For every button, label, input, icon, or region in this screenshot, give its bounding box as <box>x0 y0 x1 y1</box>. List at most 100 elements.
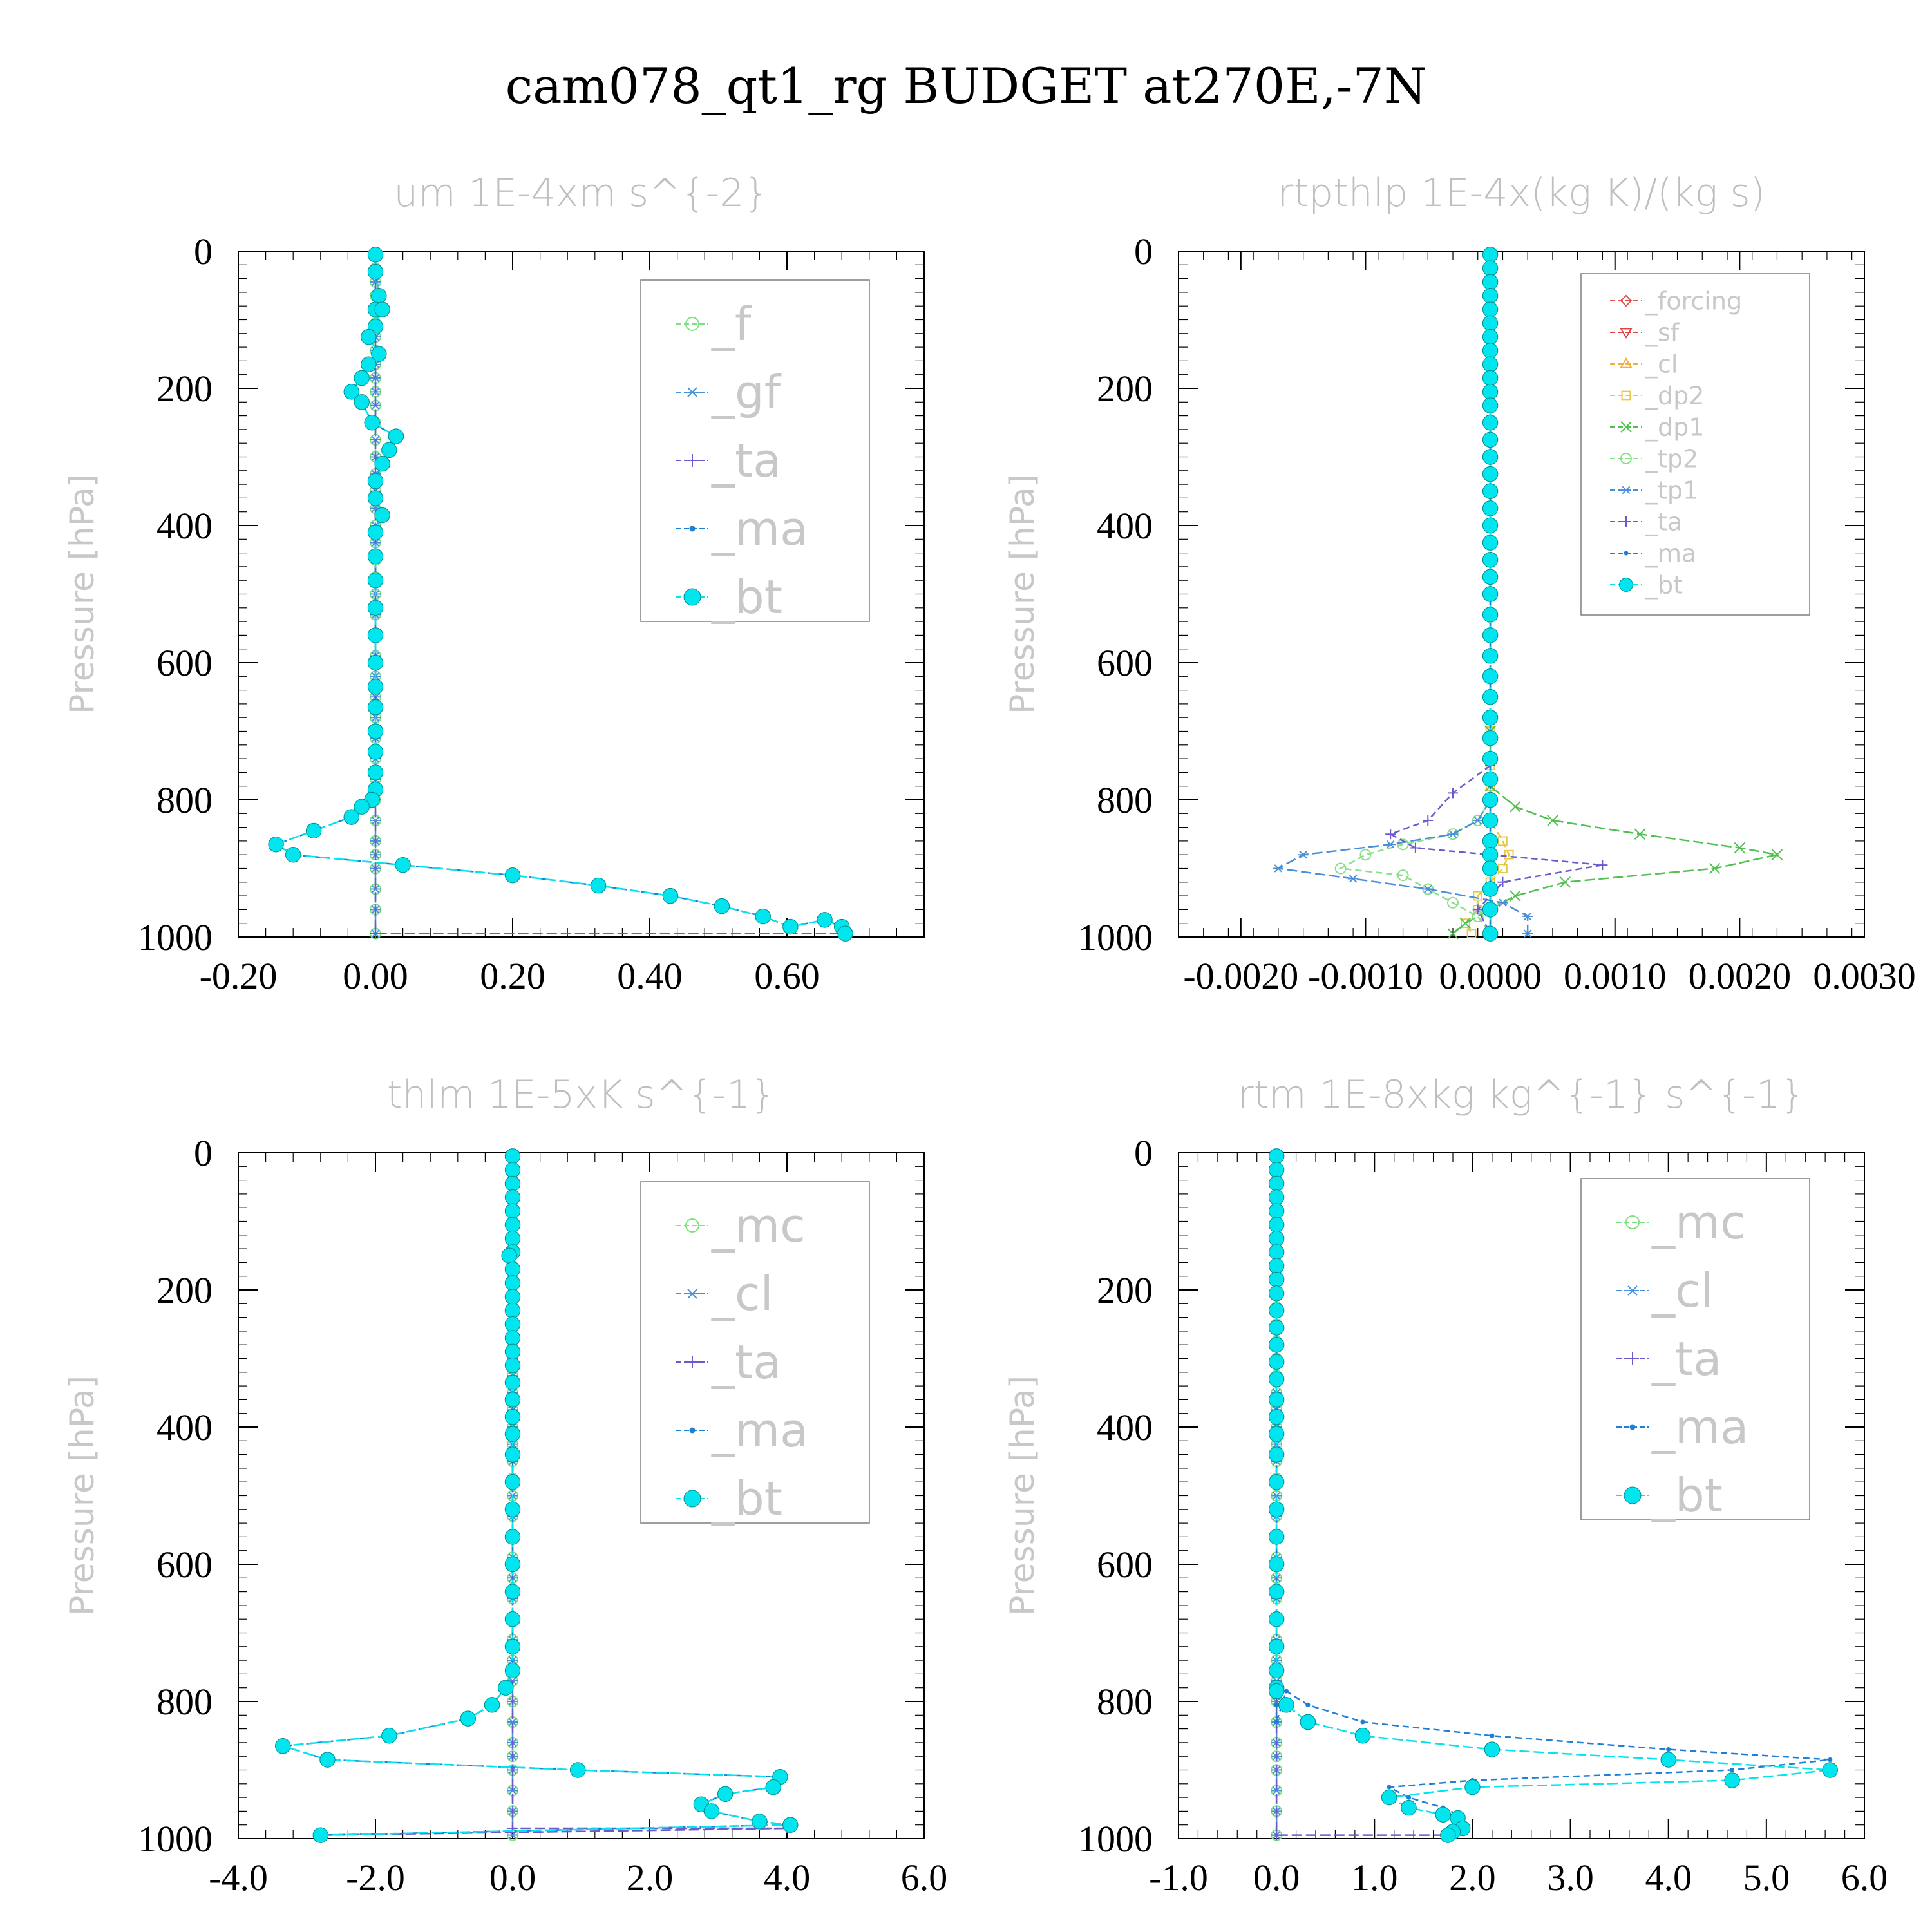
data-point <box>367 723 384 739</box>
data-point <box>1268 1175 1285 1192</box>
data-point <box>765 1779 781 1795</box>
legend-marker <box>686 454 699 467</box>
data-point <box>361 356 377 372</box>
data-point <box>268 837 284 853</box>
data-point <box>504 1275 521 1291</box>
legend-marker <box>1621 516 1631 527</box>
data-point <box>1482 730 1499 746</box>
data-point <box>1559 876 1571 888</box>
data-point <box>1482 288 1499 304</box>
y-tick-label: 600 <box>1097 1544 1153 1586</box>
data-point <box>1482 607 1499 623</box>
data-point <box>1381 1789 1397 1806</box>
data-point <box>1482 771 1499 788</box>
data-point <box>569 1762 586 1778</box>
legend-box <box>1580 273 1810 616</box>
data-point <box>1482 925 1499 942</box>
legend-entry: _bt <box>1645 571 1683 599</box>
data-point <box>367 654 384 671</box>
legend-marker <box>685 1218 699 1233</box>
data-point <box>1448 788 1458 799</box>
y-tick-label: 400 <box>156 1406 213 1448</box>
x-tick-label: 0.00 <box>343 955 408 997</box>
legend-marker <box>1629 1424 1636 1430</box>
data-point <box>1498 836 1508 846</box>
data-point <box>662 887 679 904</box>
data-point <box>367 490 384 506</box>
y-tick-label: 800 <box>1097 779 1153 821</box>
series-line <box>1388 764 1603 934</box>
legend-marker <box>683 1490 701 1508</box>
data-point <box>374 455 390 472</box>
data-point <box>1466 929 1477 939</box>
data-point <box>1482 710 1499 726</box>
data-point <box>1482 902 1499 918</box>
x-tick-label: 0.0000 <box>1439 955 1542 997</box>
data-point <box>507 1786 518 1795</box>
data-point <box>1522 929 1533 938</box>
data-point <box>460 1710 476 1727</box>
data-point <box>381 442 397 459</box>
x-tick-label: 0.0 <box>489 1857 536 1899</box>
data-point <box>1268 1446 1285 1463</box>
x-tick-label: 0.60 <box>754 955 820 997</box>
data-point <box>1268 1426 1285 1442</box>
data-point <box>395 857 411 873</box>
legend-marker <box>1626 1285 1639 1296</box>
data-point <box>1482 247 1499 263</box>
legend-entry: _gf <box>711 365 782 419</box>
y-axis-label: Pressure [hPa] <box>1003 1376 1042 1616</box>
data-point <box>319 1752 336 1768</box>
data-point <box>1268 1529 1285 1545</box>
data-point <box>755 908 771 925</box>
data-point <box>504 1584 521 1600</box>
data-point <box>507 1718 518 1727</box>
legend-marker <box>686 1289 699 1299</box>
data-point <box>1482 689 1499 705</box>
data-point <box>1482 260 1499 276</box>
data-point <box>1274 1719 1279 1725</box>
legend: _mc _cl _ta _ma _bt <box>640 1181 870 1526</box>
data-point <box>1268 1271 1285 1288</box>
legend-entry: _bt <box>711 570 782 624</box>
data-point <box>782 1817 799 1833</box>
data-point <box>1497 876 1508 887</box>
legend-entry: _mc <box>711 1198 806 1253</box>
y-tick-label: 1000 <box>1078 1818 1153 1860</box>
data-point <box>501 1247 517 1264</box>
data-point <box>504 1408 521 1425</box>
legend-entry: _mc <box>1651 1195 1746 1249</box>
data-point <box>367 573 384 589</box>
legend-marker <box>1620 357 1633 368</box>
data-point <box>388 428 404 444</box>
legend-box <box>640 1181 870 1524</box>
y-tick-label: 1000 <box>138 1818 213 1860</box>
data-point <box>1300 1714 1316 1730</box>
data-point <box>714 898 730 914</box>
data-point <box>1771 849 1783 860</box>
data-point <box>1666 1747 1671 1752</box>
data-point <box>367 627 384 643</box>
data-point <box>504 1148 521 1164</box>
data-point <box>504 1474 521 1490</box>
data-point <box>504 1638 521 1655</box>
data-point <box>1298 850 1309 859</box>
data-point <box>504 1357 521 1374</box>
data-point <box>1490 1733 1495 1738</box>
x-tick-label: 4.0 <box>1645 1857 1692 1899</box>
x-tick-label: 6.0 <box>1841 1857 1888 1899</box>
y-tick-label: 800 <box>156 779 213 821</box>
data-point <box>1447 896 1459 909</box>
data-point <box>370 885 381 893</box>
data-point <box>1459 917 1472 929</box>
data-point <box>1504 849 1514 860</box>
legend-marker <box>1620 294 1633 307</box>
data-point <box>1482 833 1499 849</box>
data-point <box>504 1374 521 1390</box>
data-point <box>837 925 853 942</box>
data-point <box>1482 370 1499 386</box>
legend-marker <box>689 1427 696 1434</box>
legend-marker <box>1621 390 1631 401</box>
legend-entry: _dp2 <box>1645 381 1704 410</box>
data-point <box>1354 1728 1371 1744</box>
